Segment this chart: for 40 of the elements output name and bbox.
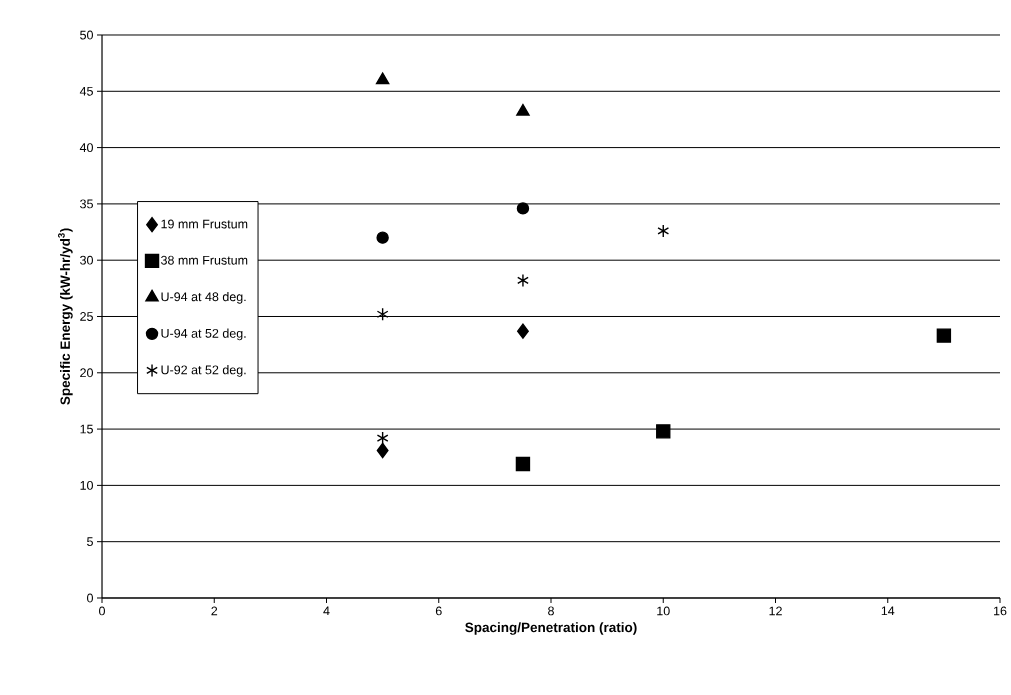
point xyxy=(376,442,389,459)
point xyxy=(516,103,530,116)
y-tick-label: 40 xyxy=(79,143,93,153)
x-tick-label: 14 xyxy=(881,606,895,616)
point xyxy=(376,307,389,321)
y-tick-label: 45 xyxy=(79,86,93,96)
y-tick-label: 20 xyxy=(80,368,93,378)
point xyxy=(656,424,671,439)
x-tick-label: 0 xyxy=(99,606,105,616)
x-axis-title: Spacing/Penetration (ratio) xyxy=(465,622,637,635)
legend-label: 19 mm Frustum xyxy=(161,219,248,229)
point xyxy=(376,431,389,445)
point xyxy=(936,328,952,343)
x-tick-label: 8 xyxy=(548,606,554,616)
point xyxy=(516,323,529,339)
x-tick-label: 10 xyxy=(657,606,670,616)
point xyxy=(375,72,390,85)
legend-label: U-94 at 52 deg. xyxy=(161,328,246,341)
x-tick-label: 6 xyxy=(435,606,442,616)
legend-label: U-92 at 52 deg. xyxy=(161,365,246,377)
point xyxy=(515,456,531,472)
x-tick-label: 12 xyxy=(769,606,782,616)
legend-label: U-94 at 48 deg. xyxy=(161,292,246,304)
y-tick-label: 5 xyxy=(87,537,93,547)
y-tick-label: 15 xyxy=(80,424,93,434)
point xyxy=(657,224,670,238)
point xyxy=(376,231,389,244)
y-axis-title: Specific Energy (kW-hr/yd$^{3}$) xyxy=(58,228,73,405)
y-tick-label: 25 xyxy=(80,312,93,321)
y-tick-label: 30 xyxy=(80,255,93,265)
y-tick-label: 10 xyxy=(80,480,93,490)
y-tick-label: 50 xyxy=(80,30,93,40)
legend-label: 38 mm Frustum xyxy=(161,255,248,265)
point xyxy=(517,273,529,288)
y-tick-label: 35 xyxy=(80,199,93,209)
point xyxy=(516,202,530,215)
y-tick-label: 0 xyxy=(87,593,93,603)
x-tick-label: 2 xyxy=(211,606,218,616)
x-tick-label: 16 xyxy=(994,606,1007,616)
x-tick-label: 4 xyxy=(323,606,330,616)
